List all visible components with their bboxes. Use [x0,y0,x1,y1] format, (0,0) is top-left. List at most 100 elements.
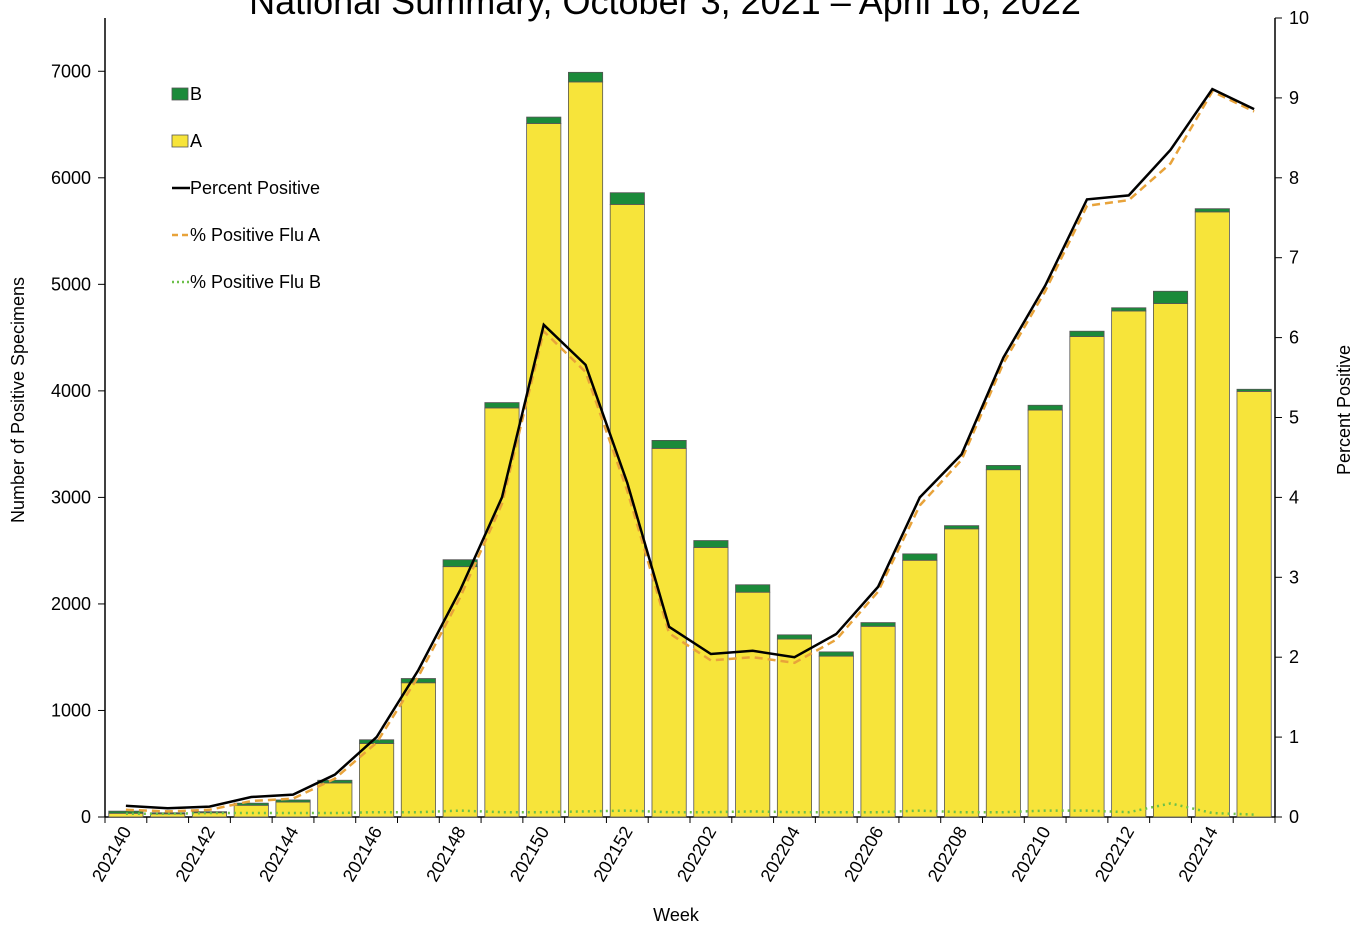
legend-label: B [190,84,202,104]
bar [902,553,938,561]
bar [735,591,771,818]
y2-tick-label: 7 [1289,248,1299,268]
y-tick-label: 2000 [51,594,91,614]
legend-label: A [190,131,202,151]
bar [442,559,478,568]
bar [693,540,729,548]
bar [526,123,562,818]
y-tick-label: 7000 [51,61,91,81]
bar [568,81,604,818]
bar [191,811,227,814]
bar [1027,409,1063,818]
y2-tick-label: 8 [1289,168,1299,188]
y2-tick-label: 2 [1289,647,1299,667]
legend-label: % Positive Flu A [190,225,320,245]
bar [1153,303,1189,818]
x-tick-label: 202208 [924,823,971,885]
bar [1194,211,1230,818]
y2-tick-label: 4 [1289,487,1299,507]
bar [1194,208,1230,213]
line [125,802,1255,816]
y2-tick-label: 5 [1289,408,1299,428]
bar [275,799,311,803]
y2-axis-label: Percent Positive [1334,345,1354,475]
y-tick-label: 1000 [51,700,91,720]
legend-swatch [171,134,189,148]
x-tick-label: 202140 [88,823,135,885]
bar [944,528,980,818]
bar [359,743,395,818]
bar [651,447,687,818]
x-tick-label: 202202 [673,823,720,885]
line [125,87,1255,810]
bar [985,465,1021,471]
x-tick-label: 202142 [172,823,219,885]
bar [818,655,854,818]
bar [609,192,645,205]
bar [693,547,729,818]
y-axis-label: Number of Positive Specimens [8,277,28,523]
y-tick-label: 0 [81,807,91,827]
bar [359,739,395,744]
x-tick-label: 202144 [255,823,302,885]
x-axis-label: Week [653,905,700,925]
bar [860,625,896,818]
bar [317,782,353,818]
bar [484,402,520,409]
x-tick-label: 202210 [1007,823,1054,885]
bar [484,407,520,818]
legend-label: % Positive Flu B [190,272,321,292]
bar [400,678,436,684]
bar [1111,307,1147,312]
x-tick-label: 202212 [1091,823,1138,885]
x-tick-label: 202214 [1174,823,1221,885]
bar [1236,388,1272,392]
bar [902,559,938,818]
bar [233,802,269,806]
bar [108,810,144,814]
bar [442,566,478,818]
x-tick-label: 202204 [757,823,804,885]
x-tick-label: 202150 [506,823,553,885]
bar [526,116,562,124]
y2-tick-label: 10 [1289,8,1309,28]
bar [860,622,896,627]
chart-title: National Summary, October 3, 2021 – Apri… [249,0,1081,22]
bar [150,813,186,818]
bar [1027,404,1063,411]
x-tick-label: 202206 [840,823,887,885]
bar [568,71,604,83]
legend-label: Percent Positive [190,178,320,198]
bar [233,804,269,818]
bar [776,638,812,818]
bar [1236,390,1272,818]
x-tick-label: 202146 [339,823,386,885]
bar [1111,310,1147,818]
y2-tick-label: 3 [1289,567,1299,587]
y2-tick-label: 9 [1289,88,1299,108]
bar [191,812,227,818]
x-tick-label: 202148 [422,823,469,885]
y2-tick-label: 1 [1289,727,1299,747]
bar [776,634,812,640]
y-tick-label: 6000 [51,168,91,188]
bar [1069,330,1105,337]
y-tick-label: 4000 [51,381,91,401]
y2-tick-label: 6 [1289,328,1299,348]
x-tick-label: 202152 [589,823,636,885]
bar [275,801,311,818]
bar [985,469,1021,818]
y-tick-label: 5000 [51,274,91,294]
bar [818,651,854,657]
legend-swatch [171,87,189,101]
bar [400,682,436,818]
y2-tick-label: 0 [1289,807,1299,827]
bar [735,584,771,593]
bar [150,812,186,815]
bar [108,812,144,818]
bar [1153,290,1189,304]
bar [609,204,645,818]
bar [1069,336,1105,818]
bar [651,440,687,449]
